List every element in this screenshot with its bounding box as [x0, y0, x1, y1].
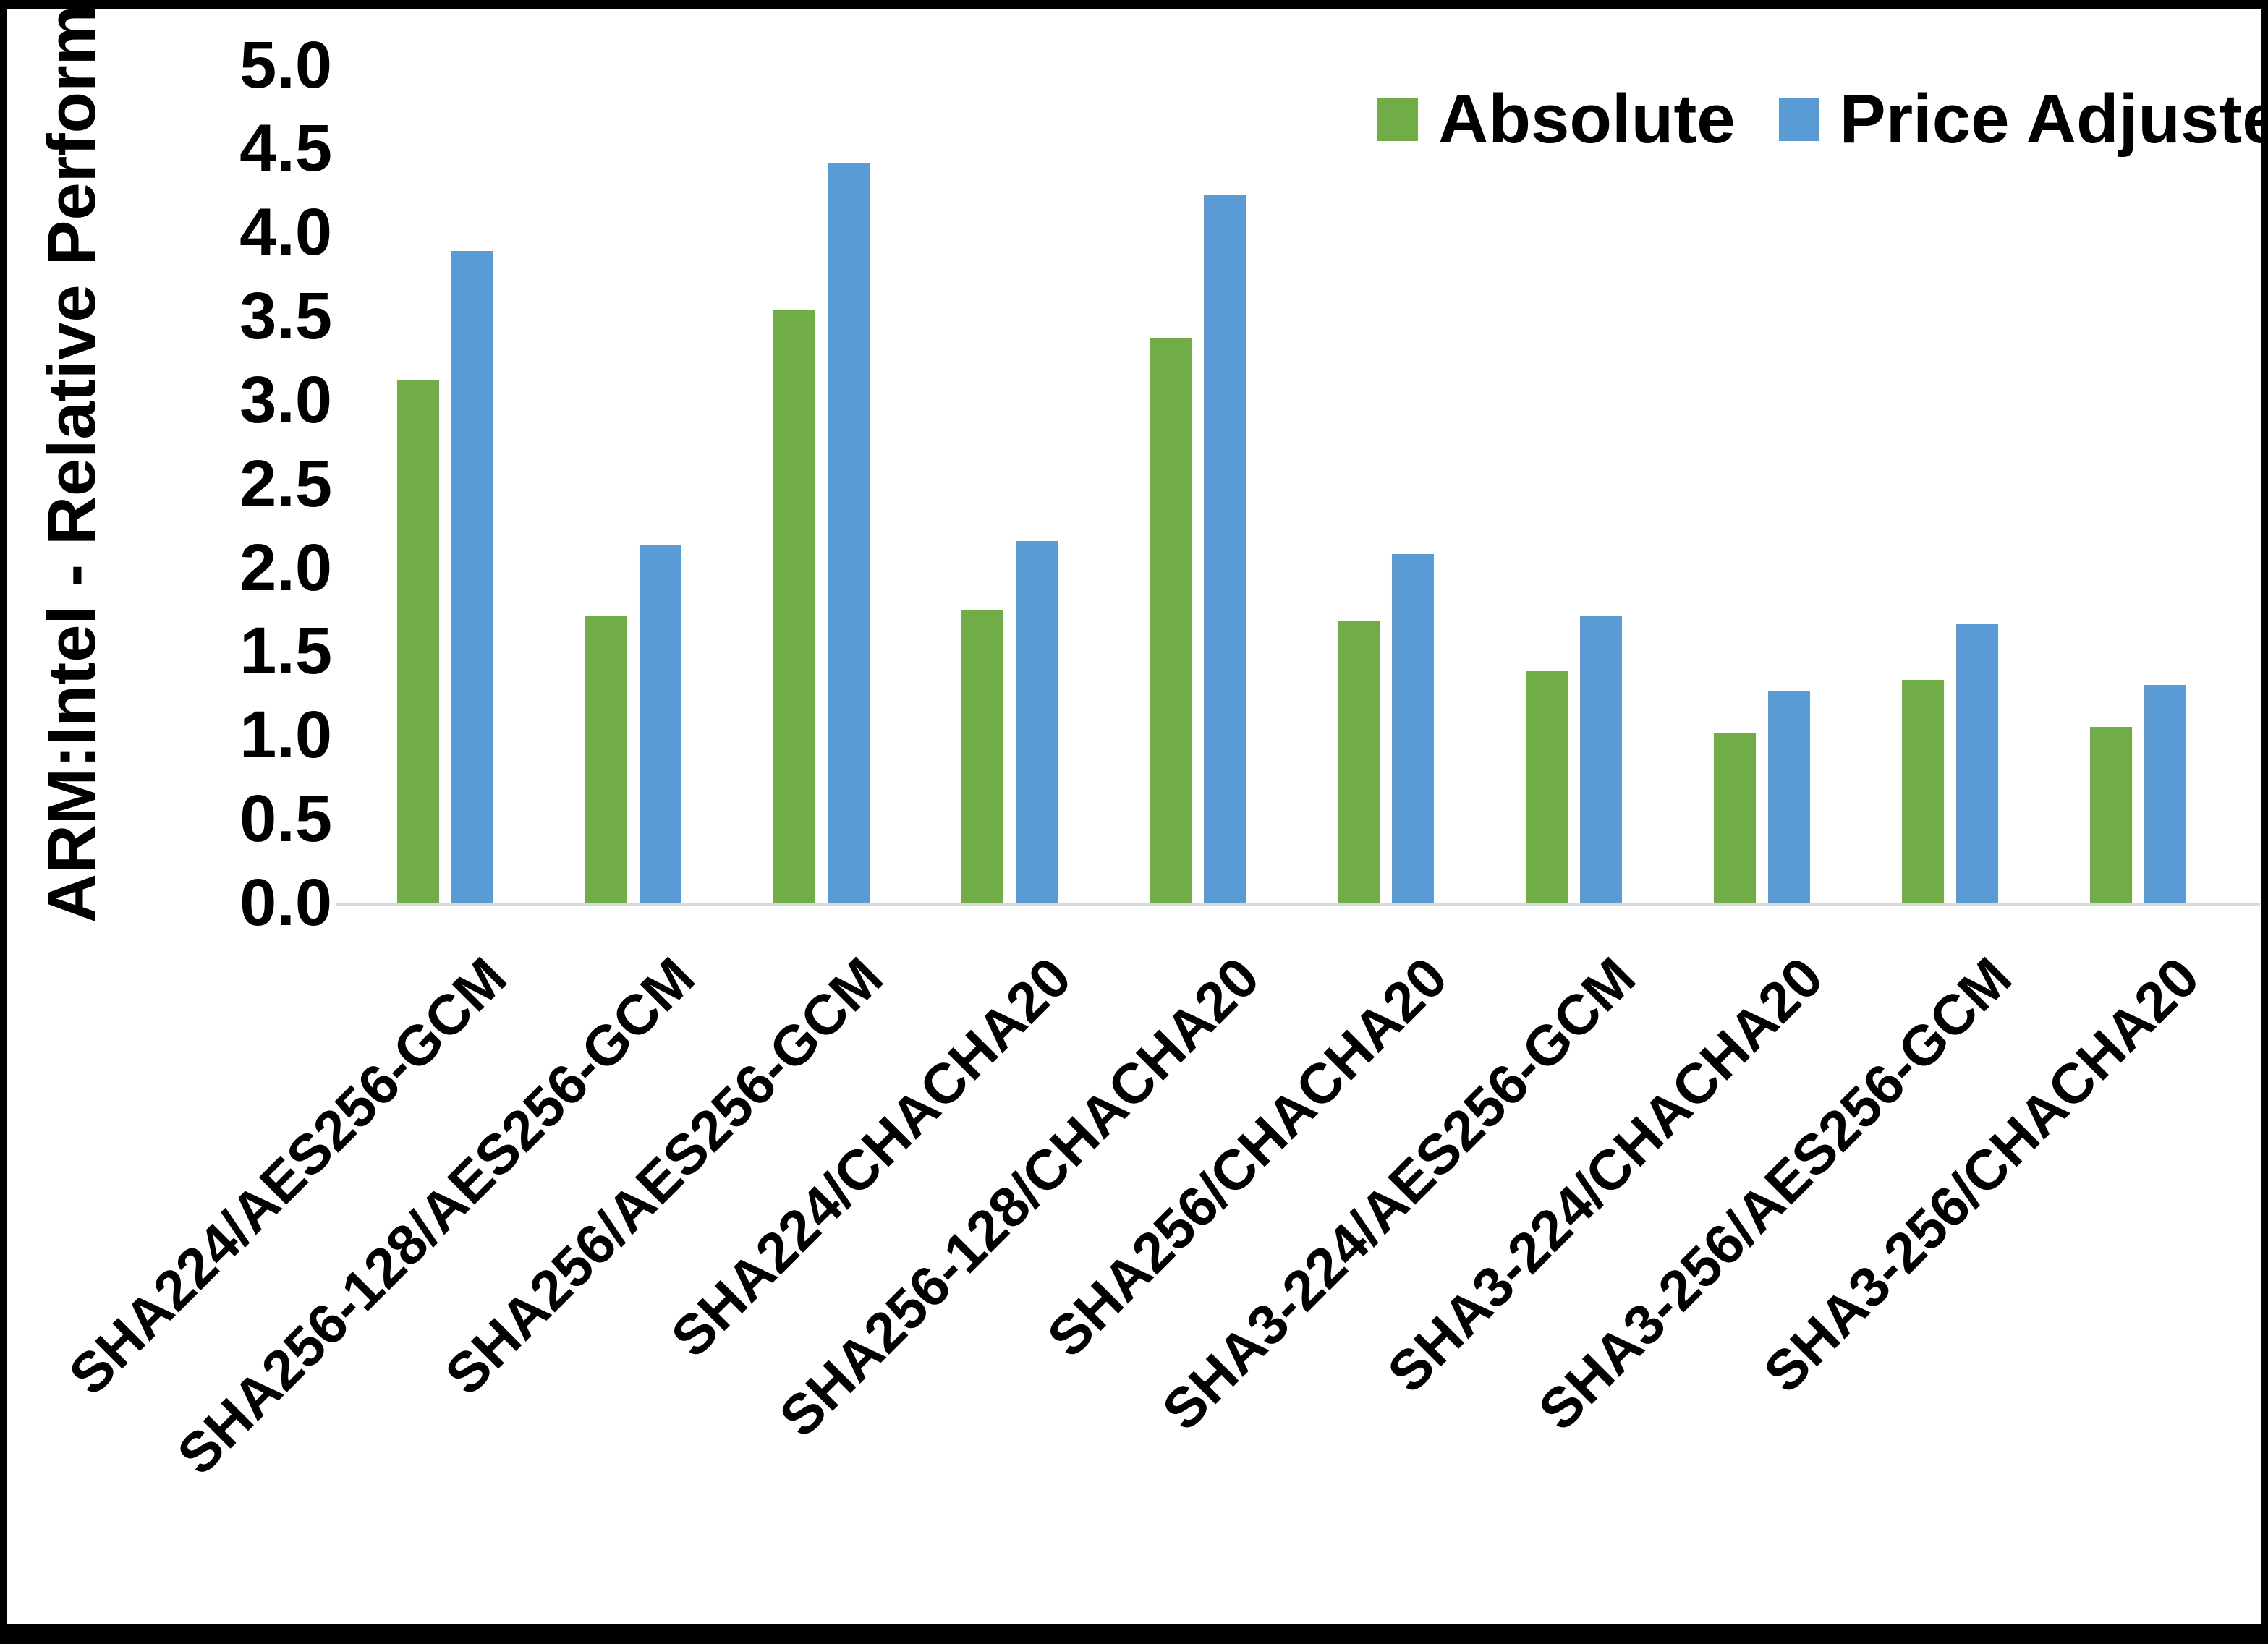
bar-price-adjusted — [2144, 685, 2186, 903]
legend-swatch-price-adjusted — [1778, 98, 1819, 141]
y-tick-label: 4.5 — [239, 111, 332, 186]
bar-absolute — [1714, 733, 1756, 903]
y-tick-label: 5.0 — [239, 27, 332, 102]
y-tick-label: 0.0 — [239, 866, 332, 940]
y-tick-label: 3.5 — [239, 279, 332, 354]
legend-item-price-adjusted: Price Adjusted — [1778, 80, 2261, 159]
y-tick-label: 2.0 — [239, 530, 332, 605]
bar-absolute — [585, 616, 627, 903]
bar-absolute — [1150, 338, 1192, 903]
y-tick-label: 0.5 — [239, 782, 332, 856]
y-tick-label: 1.5 — [239, 614, 332, 689]
y-tick-label: 4.0 — [239, 195, 332, 270]
bar-price-adjusted — [1204, 195, 1246, 903]
legend-swatch-absolute — [1377, 98, 1418, 141]
legend-item-absolute: Absolute — [1377, 80, 1736, 159]
legend-label-absolute: Absolute — [1438, 80, 1736, 158]
legend-label-price-adjusted: Price Adjusted — [1839, 80, 2261, 158]
bar-price-adjusted — [1016, 541, 1058, 903]
bar-price-adjusted — [1580, 616, 1622, 903]
bar-chart: ARM:Intel - Relative Performance 0.0 0.5 1… — [7, 9, 2261, 1624]
bar-absolute — [1338, 621, 1380, 903]
bar-absolute — [1526, 671, 1568, 903]
bar-price-adjusted — [1392, 554, 1434, 903]
bar-absolute — [773, 310, 815, 903]
y-tick-label: 3.0 — [239, 362, 332, 437]
bar-absolute — [1902, 680, 1944, 903]
bar-absolute — [961, 610, 1003, 903]
bar-price-adjusted — [451, 251, 493, 903]
x-axis-line — [336, 903, 2260, 906]
bar-absolute — [397, 380, 439, 903]
bar-price-adjusted — [828, 163, 870, 903]
bar-price-adjusted — [1956, 624, 1998, 903]
y-tick-label: 2.5 — [239, 446, 332, 521]
bar-price-adjusted — [1768, 691, 1810, 903]
bar-price-adjusted — [640, 545, 681, 903]
y-tick-label: 1.0 — [239, 698, 332, 772]
legend: Absolute Price Adjusted — [1377, 80, 2261, 159]
bar-absolute — [2090, 727, 2132, 903]
